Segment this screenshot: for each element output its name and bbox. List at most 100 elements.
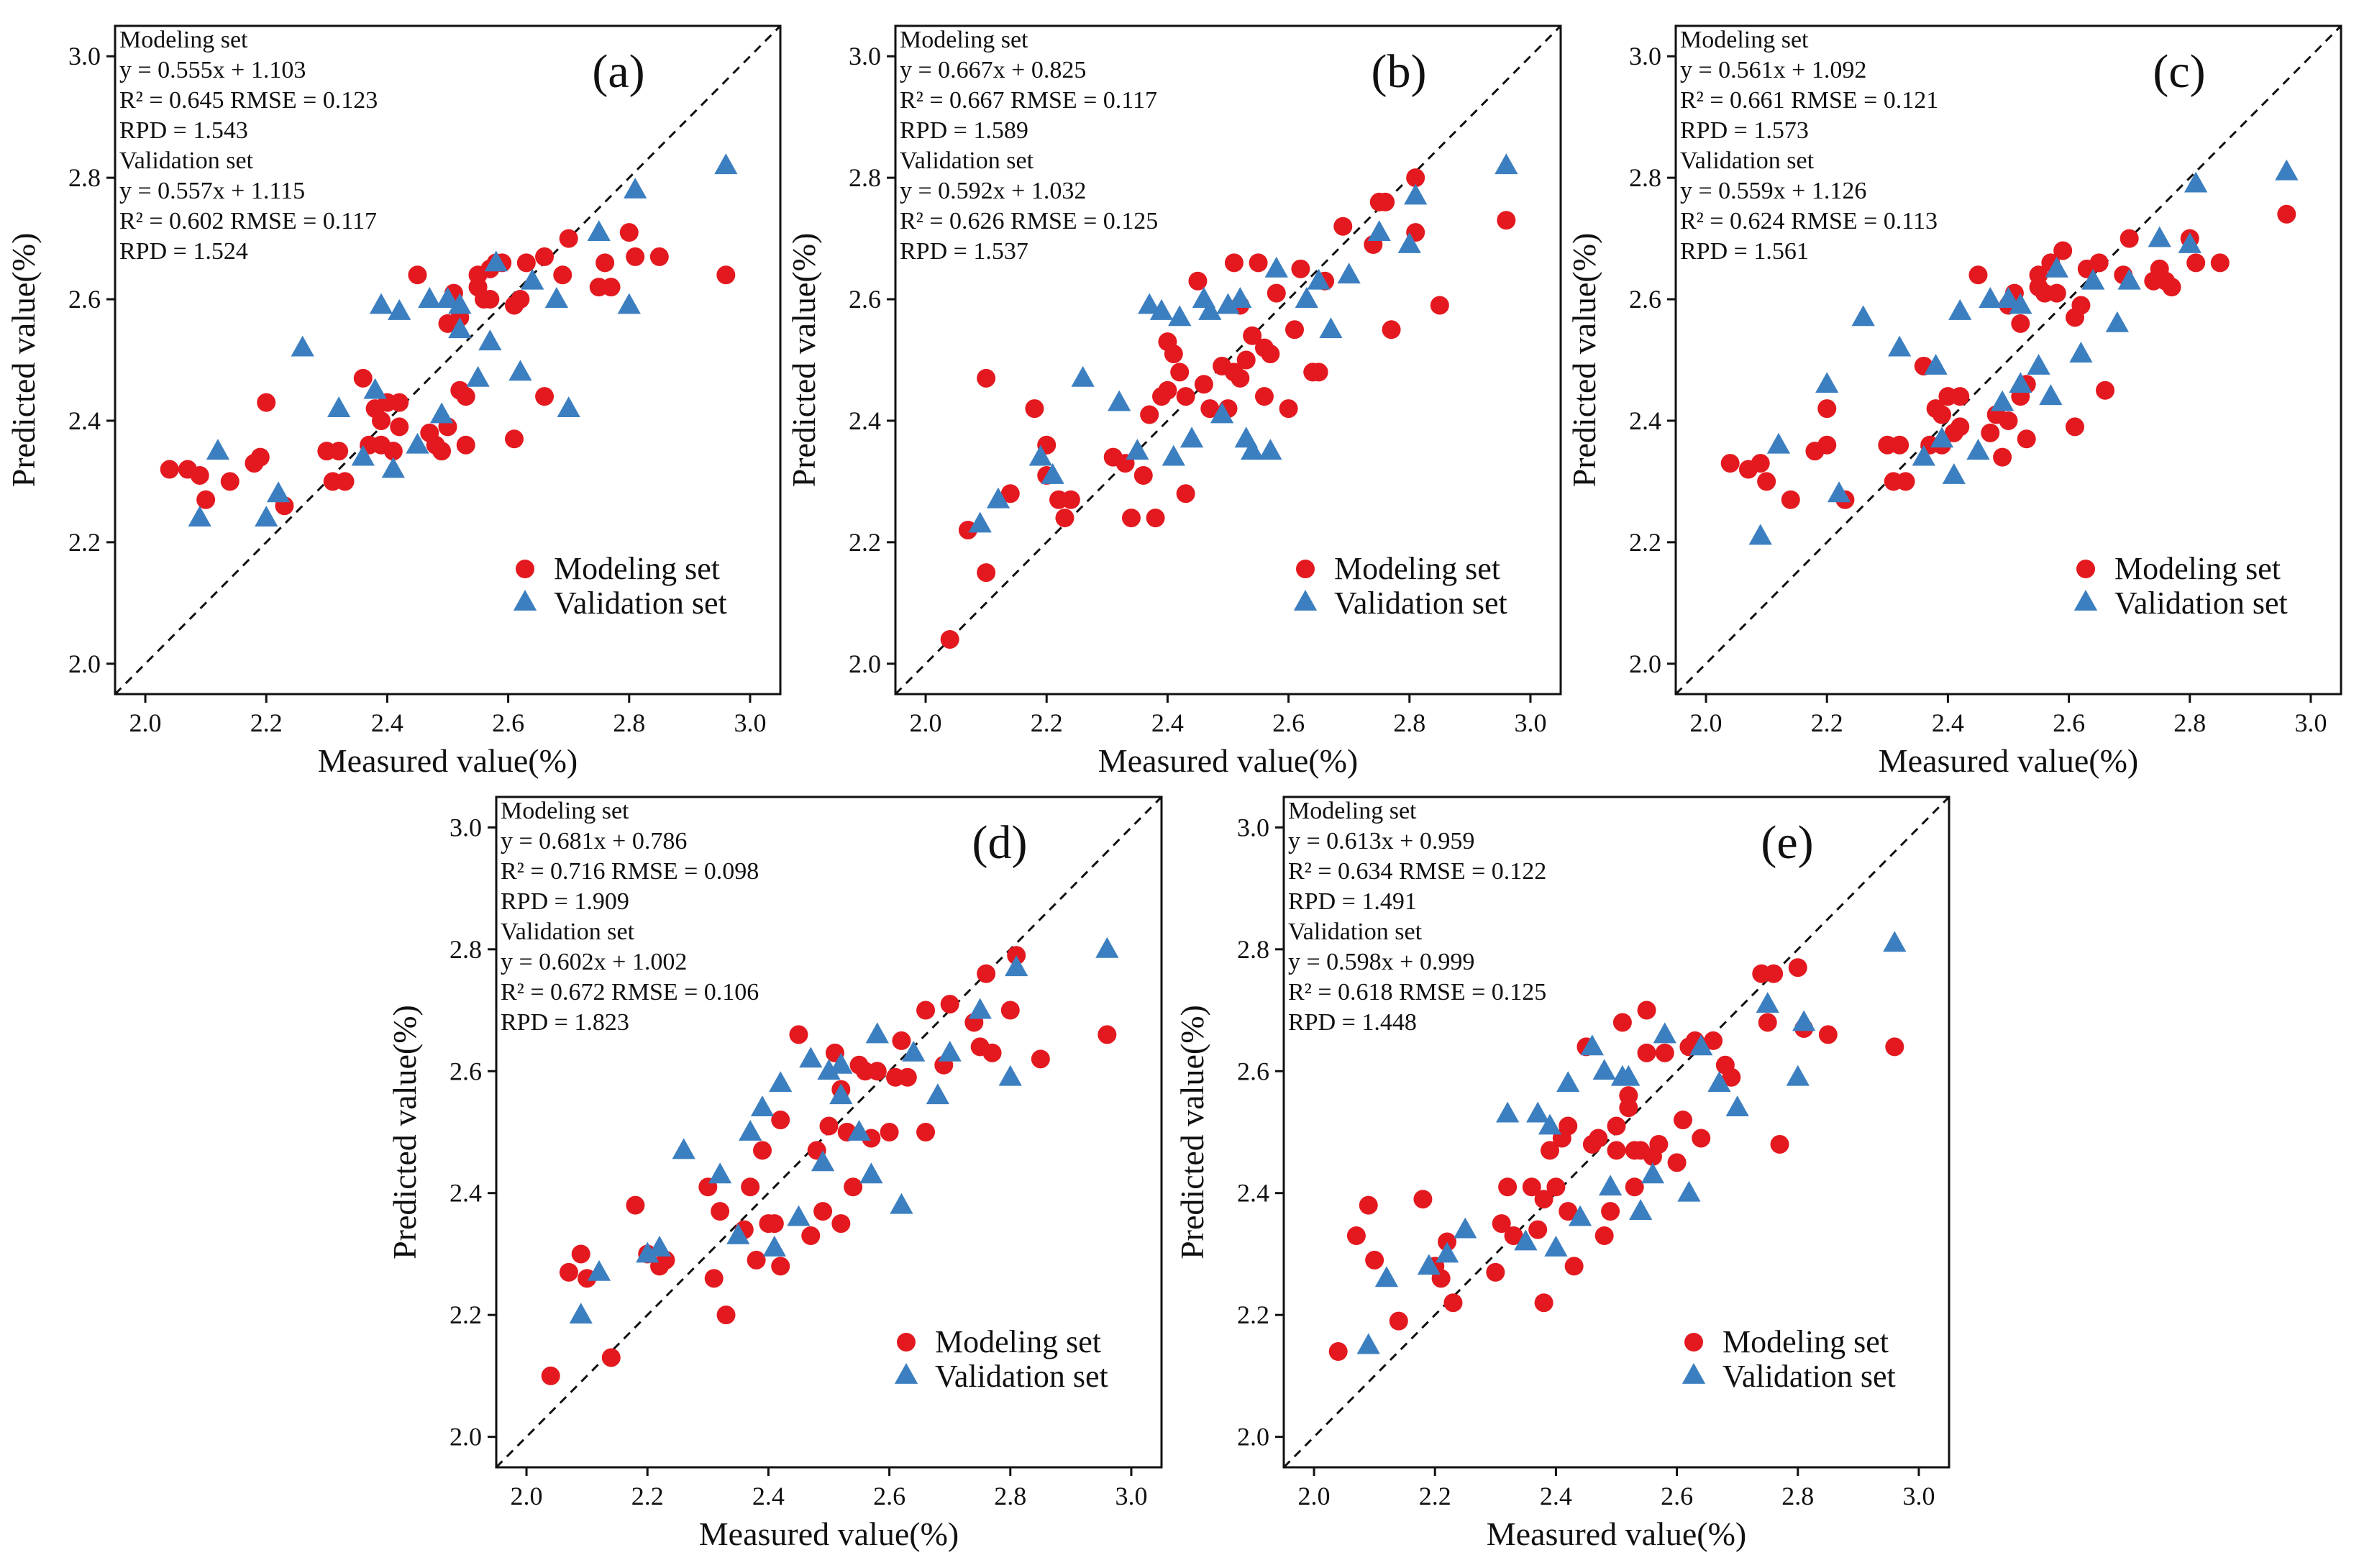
- modeling-point: [1000, 484, 1020, 503]
- modeling-point: [535, 247, 555, 266]
- modeling-point: [1406, 168, 1425, 188]
- scatter-panel-b: 2.0 2.0 2.2 2.2 2.4 2.4 2.6 2.6 2.8 2.8 3.0 3.0 Meas…: [785, 24, 1562, 779]
- validation-point: [406, 432, 429, 454]
- legend-modeling-marker: [1684, 1333, 1703, 1352]
- modeling-point: [2089, 253, 2109, 273]
- modeling-point: [1950, 417, 1970, 437]
- stats-line: RPD = 1.909: [501, 888, 629, 915]
- validation-point: [2178, 232, 2201, 253]
- x-tick-label: 3.0: [1514, 708, 1546, 737]
- modeling-point: [1176, 387, 1195, 406]
- y-tick-label: 2.2: [1237, 1300, 1269, 1329]
- modeling-point: [844, 1177, 863, 1197]
- validation-point: [1397, 232, 1421, 253]
- validation-point: [636, 1241, 660, 1263]
- validation-point: [2009, 293, 2032, 314]
- legend-validation-label: Validation set: [1334, 585, 1507, 621]
- modeling-point: [1188, 271, 1208, 291]
- x-tick-label: 2.2: [1419, 1482, 1451, 1510]
- y-tick-label: 2.0: [450, 1423, 482, 1451]
- modeling-point: [1559, 1202, 1578, 1221]
- modeling-point: [1200, 399, 1220, 419]
- modeling-point: [1528, 1220, 1548, 1239]
- x-tick-label: 2.2: [1031, 708, 1063, 737]
- modeling-point: [982, 1043, 1002, 1062]
- stats-line: y = 0.592x + 1.032: [900, 178, 1086, 204]
- modeling-point: [1365, 1250, 1384, 1270]
- validation-point: [847, 1120, 871, 1141]
- modeling-point: [898, 1067, 917, 1087]
- validation-point: [1924, 353, 1948, 375]
- modeling-point: [2071, 296, 2091, 315]
- modeling-point: [1231, 368, 1250, 388]
- modeling-point: [1817, 399, 1837, 419]
- modeling-point: [1146, 509, 1165, 528]
- modeling-point: [2186, 253, 2206, 273]
- validation-point: [1210, 402, 1234, 424]
- validation-point: [1538, 1113, 1562, 1135]
- legend-modeling-marker: [897, 1333, 916, 1352]
- one-to-one-line: [1674, 24, 2342, 696]
- stats-line: R² = 0.618 RMSE = 0.125: [1288, 979, 1546, 1006]
- validation-point: [968, 511, 992, 533]
- modeling-point: [1890, 435, 1909, 455]
- modeling-point: [1359, 1195, 1378, 1215]
- x-tick-label: 3.0: [734, 708, 766, 737]
- validation-point: [544, 287, 569, 308]
- modeling-point: [408, 265, 427, 285]
- modeling-point: [1619, 1098, 1638, 1118]
- modeling-point: [1993, 447, 2012, 467]
- modeling-point: [1607, 1141, 1626, 1160]
- stats-line: Validation set: [1288, 919, 1423, 945]
- stats-line: Validation set: [1680, 147, 1815, 174]
- modeling-point: [1817, 435, 1837, 455]
- x-tick-label: 2.4: [1151, 708, 1184, 737]
- legend-validation-marker: [894, 1363, 918, 1384]
- stats-line: Modeling set: [1680, 27, 1809, 53]
- validation-point: [1677, 1180, 1701, 1202]
- validation-point: [1138, 293, 1162, 314]
- y-axis-title: Predicted value(%): [5, 233, 42, 488]
- y-tick-label: 3.0: [1237, 813, 1269, 842]
- modeling-point: [1637, 1043, 1656, 1062]
- modeling-point: [916, 1123, 936, 1141]
- validation-point: [926, 1083, 950, 1105]
- validation-point: [351, 445, 375, 466]
- validation-point: [1748, 524, 1772, 545]
- validation-point: [708, 1162, 732, 1184]
- x-tick-label: 3.0: [1115, 1482, 1147, 1510]
- validation-point: [1071, 365, 1095, 387]
- validation-point: [2105, 311, 2130, 332]
- validation-point: [938, 1040, 962, 1062]
- modeling-point: [1818, 1025, 1838, 1044]
- modeling-point: [1999, 411, 2018, 430]
- y-tick-label: 2.6: [450, 1057, 482, 1085]
- x-tick-label: 2.6: [873, 1482, 905, 1510]
- y-tick-label: 2.6: [68, 285, 101, 314]
- modeling-point: [1061, 490, 1080, 509]
- validation-point: [1725, 1095, 1749, 1117]
- modeling-point: [505, 429, 524, 449]
- validation-point: [811, 1150, 835, 1172]
- x-tick-label: 2.8: [1393, 708, 1425, 737]
- x-tick-label: 2.6: [2053, 708, 2085, 737]
- validation-point: [1792, 1010, 1816, 1031]
- modeling-point: [716, 1305, 736, 1325]
- modeling-point: [813, 1202, 833, 1221]
- modeling-point: [571, 1244, 590, 1264]
- validation-point: [1264, 256, 1288, 278]
- validation-point: [363, 378, 387, 399]
- scatter-panel-c: 2.0 2.0 2.2 2.2 2.4 2.4 2.6 2.6 2.8 2.8 3.0 3.0 Meas…: [1566, 24, 2342, 779]
- validation-point: [647, 1235, 672, 1257]
- modeling-point: [1389, 1311, 1408, 1331]
- stats-line: y = 0.561x + 1.092: [1680, 57, 1866, 83]
- y-tick-label: 2.8: [1629, 163, 1661, 192]
- modeling-point: [1751, 454, 1770, 473]
- validation-point: [2275, 159, 2299, 181]
- y-tick-label: 2.0: [68, 649, 101, 678]
- validation-point: [255, 506, 278, 527]
- validation-point: [714, 153, 738, 175]
- validation-point: [2184, 171, 2208, 193]
- validation-point: [2009, 372, 2032, 393]
- modeling-point: [771, 1111, 790, 1130]
